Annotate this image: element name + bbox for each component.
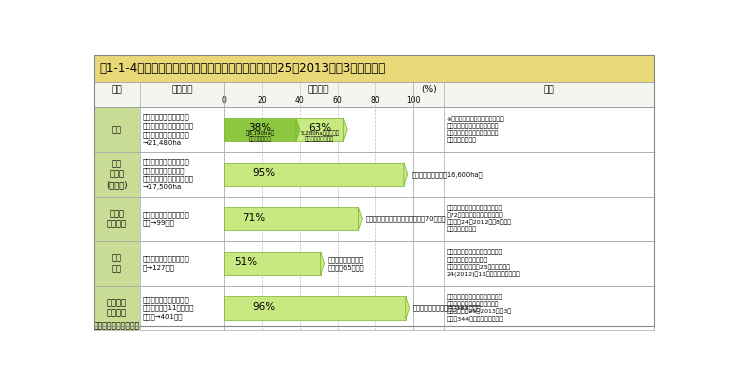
Text: 復旧が必要な主要な排水
機場→99か所: 復旧が必要な主要な排水 機場→99か所 — [143, 211, 190, 226]
Text: 60: 60 — [333, 96, 342, 105]
Polygon shape — [406, 296, 410, 320]
Bar — [94, 152, 140, 197]
Bar — [94, 241, 654, 286]
Polygon shape — [404, 163, 408, 186]
Text: （本格復旧完了又は
実施中：65地区）: （本格復旧完了又は 実施中：65地区） — [328, 256, 364, 271]
Text: 71%: 71% — [242, 213, 265, 223]
Text: （復旧完了又は本格復旧実施中：70か所）: （復旧完了又は本格復旧実施中：70か所） — [366, 216, 446, 222]
Text: 80: 80 — [371, 96, 380, 105]
Text: 63%: 63% — [308, 123, 331, 133]
Text: 主要な
排水機場: 主要な 排水機場 — [107, 209, 127, 229]
Text: 40: 40 — [295, 96, 304, 105]
Polygon shape — [343, 118, 347, 141]
Bar — [224, 207, 358, 231]
Bar — [94, 82, 654, 107]
Text: （がれき撤去済み：16,600ha）: （がれき撤去済み：16,600ha） — [411, 171, 483, 178]
Text: 0: 0 — [222, 96, 226, 105]
Text: 被害のあった青森県から
長野県までの11県の被災
地区数→401地区: 被害のあった青森県から 長野県までの11県の被災 地区数→401地区 — [143, 296, 194, 320]
Bar — [94, 107, 140, 152]
Text: 農地: 農地 — [112, 125, 122, 134]
Text: 95%: 95% — [252, 168, 275, 178]
Text: 災害
廃棄物
(がれき): 災害 廃棄物 (がれき) — [107, 159, 128, 189]
Text: 進捗状況: 進捗状況 — [308, 85, 329, 94]
Bar — [224, 252, 320, 275]
Text: 38%: 38% — [248, 123, 272, 133]
Text: がれきが堆積していた岩
手県、宮城県、福島県
（警戒区域を除く）の農地
→17,500ha: がれきが堆積していた岩 手県、宮城県、福島県 （警戒区域を除く）の農地 →17,… — [143, 158, 194, 190]
Text: 51%: 51% — [234, 257, 257, 267]
Text: ・東電福島第一原発の事故による
避難指示区域や津波被災地区等
を除き、平成25（2013）年3月
までに344地区で復旧が完了。: ・東電福島第一原発の事故による 避難指示区域や津波被災地区等 を除き、平成25（… — [447, 295, 512, 322]
Bar — [224, 118, 296, 141]
Text: (%): (%) — [421, 85, 437, 94]
Text: 項目: 項目 — [112, 85, 123, 94]
Text: 図1-1-4　東日本大震災からの農業の復旧状況（平成25（2013）年3月末現在）: 図1-1-4 東日本大震災からの農業の復旧状況（平成25（2013）年3月末現在… — [100, 62, 386, 75]
Text: ・応急復旧が可能な主要な排水機
場72か所（旧警戒区域を除く）
は、平成24（2012）年8月まで
に応急復旧完了。: ・応急復旧が可能な主要な排水機 場72か所（旧警戒区域を除く） は、平成24（2… — [447, 205, 512, 232]
Text: ※津波被災農地については、マス
タープランに基づき、被災農地
の営農再開に向けて、農地復旧
や除塩を実施中。: ※津波被災農地については、マス タープランに基づき、被災農地 の営農再開に向けて… — [447, 116, 504, 143]
Bar — [94, 241, 140, 286]
Polygon shape — [296, 118, 300, 141]
Text: 20: 20 — [257, 96, 266, 105]
Text: 5,280haで営農再開
が可能となる見込み: 5,280haで営農再開 が可能となる見込み — [300, 130, 339, 142]
Text: （8,190haで
営農再開可能）: （8,190haで 営農再開可能） — [245, 130, 274, 142]
Text: ６県（青森県、岩手県、
宮城県、福島県、茨城県、
千葉県）の津波被災農地
→21,480ha: ６県（青森県、岩手県、 宮城県、福島県、茨城県、 千葉県）の津波被災農地 →21… — [143, 114, 194, 146]
Bar — [224, 296, 406, 320]
Text: 備考: 備考 — [544, 85, 555, 94]
Text: 96%: 96% — [253, 302, 275, 312]
Polygon shape — [320, 252, 325, 275]
Bar — [94, 152, 654, 197]
Text: 本格復旧が必要な農地海
岸→127地区: 本格復旧が必要な農地海 岸→127地区 — [143, 256, 190, 271]
Bar — [94, 197, 654, 241]
Bar — [94, 107, 654, 152]
Bar — [94, 286, 140, 330]
Text: 100: 100 — [406, 96, 420, 105]
Text: 資料：農林水産省作成: 資料：農林水産省作成 — [94, 321, 140, 330]
Text: （復旧完了又は実施中：383地区）: （復旧完了又は実施中：383地区） — [413, 305, 482, 311]
Bar — [224, 163, 404, 186]
Bar — [296, 118, 343, 141]
Bar — [94, 54, 654, 82]
Text: 被害状況: 被害状況 — [172, 85, 193, 94]
Polygon shape — [358, 207, 362, 231]
Text: ・農地海岸については、おおむね
５年での復旧を目指す。
・応急復旧が必要な25地区は、平成
24(2012)年11月までに全て完了。: ・農地海岸については、おおむね ５年での復旧を目指す。 ・応急復旧が必要な25地… — [447, 250, 520, 277]
Bar — [94, 197, 140, 241]
Text: 農地
海岸: 農地 海岸 — [112, 254, 122, 273]
Bar — [94, 286, 654, 330]
Text: 農業集落
排水施設: 農業集落 排水施設 — [107, 298, 127, 318]
